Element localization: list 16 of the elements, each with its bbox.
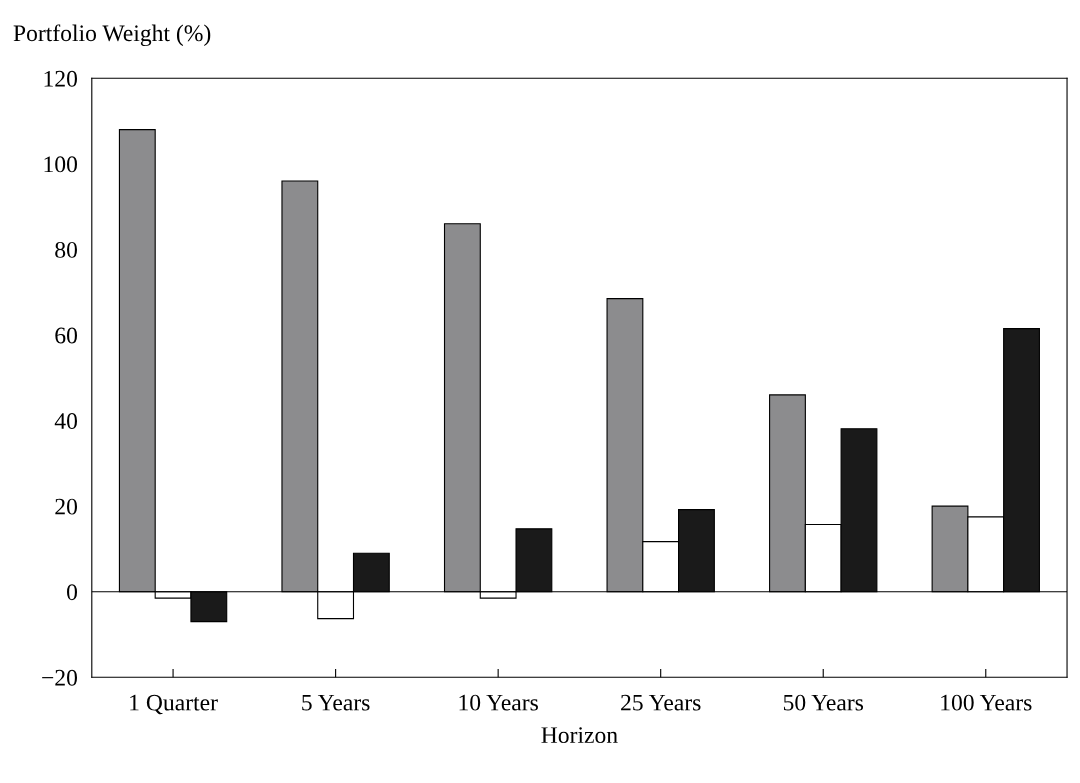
y-tick-label: 0	[67, 584, 78, 601]
x-tick-label: 100 Years	[941, 694, 1032, 711]
y-tick-label: −20	[42, 669, 78, 686]
y-tick-label: 60	[55, 327, 78, 344]
x-tick-label: 5 Years	[302, 694, 370, 711]
x-tick-label: 25 Years	[621, 694, 701, 711]
y-tick-label: 40	[54, 413, 78, 430]
x-tick-label: 50 Years	[783, 694, 864, 711]
x-tick-label: 10 Years	[459, 694, 538, 711]
x-axis-title: Horizon	[541, 727, 618, 744]
y-axis-title: Portfolio Weight (%)	[13, 24, 211, 47]
y-tick-label: 120	[44, 70, 78, 87]
y-tick-label: 80	[55, 241, 78, 258]
x-tick-label: 1 Quarter	[130, 694, 218, 715]
y-tick-label: 20	[55, 498, 78, 515]
y-tick-label: 100	[44, 156, 78, 173]
